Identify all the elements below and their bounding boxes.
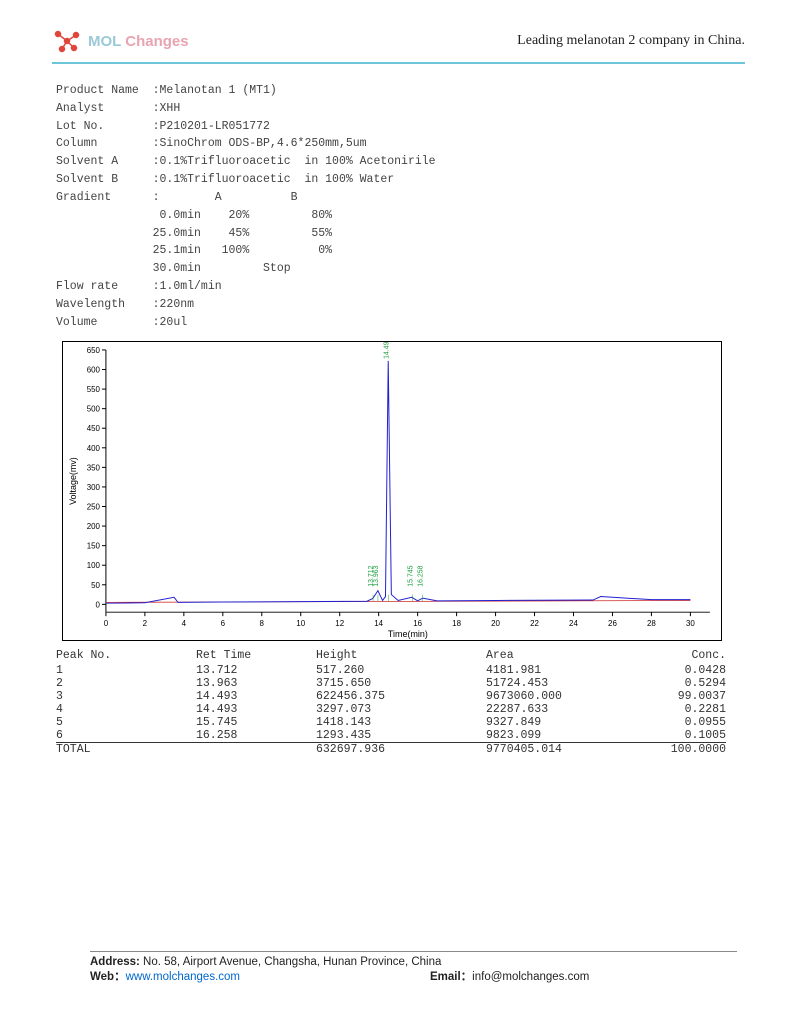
svg-text:350: 350 xyxy=(87,464,101,473)
table-header: Peak No. xyxy=(56,649,196,662)
svg-text:300: 300 xyxy=(87,483,101,492)
svg-text:550: 550 xyxy=(87,385,101,394)
svg-text:600: 600 xyxy=(87,366,101,375)
table-total: TOTAL632697.9369770405.014100.0000 xyxy=(56,743,726,756)
svg-text:200: 200 xyxy=(87,522,101,531)
svg-text:4: 4 xyxy=(182,619,187,628)
svg-text:400: 400 xyxy=(87,444,101,453)
svg-text:10: 10 xyxy=(296,619,305,628)
chart-svg: 0 50 100 150 200 250 300 350 400 450 500 550 600 650 0… xyxy=(63,342,721,640)
email-text: info@molchanges.com xyxy=(472,971,589,983)
svg-text:0: 0 xyxy=(96,601,101,610)
svg-text:12: 12 xyxy=(335,619,344,628)
svg-text:16: 16 xyxy=(413,619,422,628)
table-row: 314.493622456.3759673060.00099.0037 xyxy=(56,690,726,703)
svg-text:100: 100 xyxy=(87,562,101,571)
table-header: Ret Time xyxy=(196,649,316,662)
peak-table: Peak No.Ret TimeHeightAreaConc. 113.71251… xyxy=(56,649,726,756)
header: MOL Changes Leading melanotan 2 company … xyxy=(52,28,745,54)
svg-text:0: 0 xyxy=(104,619,109,628)
svg-text:14: 14 xyxy=(374,619,383,628)
web-link[interactable]: www.molchanges.com xyxy=(126,971,240,983)
svg-text:18: 18 xyxy=(452,619,461,628)
table-row: 515.7451418.1439327.8490.0955 xyxy=(56,716,726,729)
svg-text:26: 26 xyxy=(608,619,617,628)
svg-text:50: 50 xyxy=(91,581,100,590)
svg-text:450: 450 xyxy=(87,425,101,434)
table-header: Conc. xyxy=(636,649,726,662)
logo: MOL Changes xyxy=(52,28,189,54)
svg-text:28: 28 xyxy=(647,619,656,628)
logo-text-changes: Changes xyxy=(125,33,188,50)
molecule-icon xyxy=(52,28,82,54)
web-label: Web： xyxy=(90,971,126,983)
address-text: No. 58, Airport Avenue, Changsha, Hunan … xyxy=(140,956,442,968)
svg-text:2: 2 xyxy=(143,619,148,628)
svg-text:6: 6 xyxy=(221,619,226,628)
svg-text:24: 24 xyxy=(569,619,578,628)
svg-text:8: 8 xyxy=(260,619,265,628)
svg-text:30: 30 xyxy=(686,619,695,628)
logo-text-mol: MOL xyxy=(88,33,121,50)
svg-text:650: 650 xyxy=(87,346,101,355)
meta-block: Product Name :Melanotan 1 (MT1) Analyst … xyxy=(56,82,745,331)
address-label: Address: xyxy=(90,956,140,968)
tagline: Leading melanotan 2 company in China. xyxy=(517,33,745,49)
table-row: 616.2581293.4359823.0990.1005 xyxy=(56,729,726,743)
svg-text:13.963: 13.963 xyxy=(373,566,380,587)
svg-text:150: 150 xyxy=(87,542,101,551)
svg-text:16.258: 16.258 xyxy=(418,566,425,587)
svg-text:22: 22 xyxy=(530,619,539,628)
svg-text:20: 20 xyxy=(491,619,500,628)
svg-text:500: 500 xyxy=(87,405,101,414)
chromatogram-chart: 0 50 100 150 200 250 300 350 400 450 500 550 600 650 0… xyxy=(62,341,722,641)
footer-divider xyxy=(90,951,737,952)
svg-text:14.493: 14.493 xyxy=(383,342,390,359)
table-row: 113.712517.2604181.9810.0428 xyxy=(56,664,726,677)
table-header: Height xyxy=(316,649,486,662)
svg-text:15.745: 15.745 xyxy=(408,566,415,587)
svg-text:Voltage(mv): Voltage(mv) xyxy=(68,458,78,506)
svg-text:250: 250 xyxy=(87,503,101,512)
email-label: Email： xyxy=(430,971,472,983)
footer: Address: No. 58, Airport Avenue, Changsh… xyxy=(90,951,737,984)
table-row: 213.9633715.65051724.4530.5294 xyxy=(56,677,726,690)
svg-text:Time(min): Time(min) xyxy=(388,629,428,639)
table-header: Area xyxy=(486,649,636,662)
table-row: 414.4933297.07322287.6330.2281 xyxy=(56,703,726,716)
header-divider xyxy=(52,62,745,64)
